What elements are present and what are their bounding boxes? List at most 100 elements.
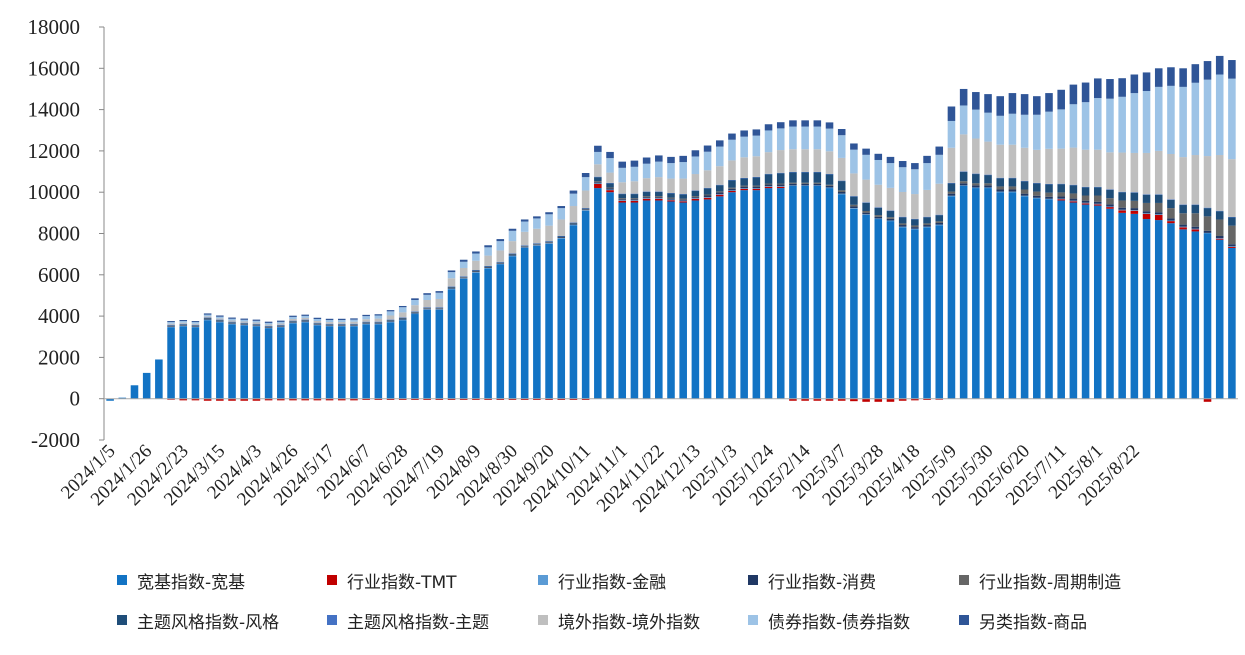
bar-segment [142,372,151,399]
bar-segment [837,135,846,158]
bar-segment [301,322,309,399]
bar-segment [862,179,870,203]
bar-segment [203,317,212,319]
bar-segment [179,324,188,326]
bar-segment [776,172,785,174]
bar-segment [1179,68,1187,87]
bar-segment [581,177,590,191]
bar-segment [569,206,578,223]
bar-segment [337,320,346,323]
bar-segment [862,398,870,402]
bar-segment [1215,155,1224,211]
bar-segment [484,265,492,267]
bar-segment [1154,214,1163,215]
bar-segment [1057,200,1065,399]
y-tick-label: 10000 [28,180,81,204]
bar-segment [825,174,834,175]
bar-segment [240,398,249,401]
x-tick-labels: 2024/1/52024/1/262024/2/232024/3/152024/… [57,440,1144,516]
bar-segment [398,319,407,321]
bar-segment [594,183,602,189]
bar-segment [325,323,334,325]
bar-segment [581,209,590,210]
bar-segment [1215,55,1224,75]
bar-segment [813,182,822,184]
bar-segment [435,308,444,310]
bar-segment [1203,79,1212,157]
bar-segment [350,324,358,326]
bar-segment [776,184,785,187]
bar-segment [264,325,273,327]
bar-segment [801,183,809,186]
bar-segment [1167,199,1175,200]
bar-segment [520,245,529,247]
bar-segment [1069,193,1078,199]
bar-segment [130,385,139,399]
bar-segment [167,398,175,400]
bar-segment [106,398,114,401]
bar-segment [642,196,651,198]
bar-segment [959,186,968,399]
bar-segment [691,156,700,175]
bar-segment [508,230,517,242]
bar-segment [557,237,566,238]
bar-segment [837,193,846,195]
bar-segment [289,320,297,322]
bar-segment [898,167,907,192]
bar-segment [715,146,724,167]
bar-segment [301,319,309,321]
bar-segment [398,317,407,319]
bar-segment [825,151,834,175]
bar-segment [1191,155,1200,205]
bar-segment [801,149,809,172]
bar-segment [374,321,383,323]
bar-segment [996,178,1005,187]
bar-segment [301,317,309,320]
bar-segment [1069,202,1078,399]
bar-segment [411,299,419,306]
bar-segment [1093,205,1102,399]
bar-segment [240,319,249,322]
bar-segment [1045,198,1053,200]
bar-segment [1167,220,1175,222]
bar-segment [752,135,761,157]
bar-segment [862,210,870,213]
bar-segment [289,315,297,317]
bar-segment [398,318,407,320]
bar-segment [728,188,736,191]
bar-segment [715,192,724,195]
bar-segment [313,398,322,401]
bar-segment [203,317,212,319]
bar-segment [947,120,956,148]
bar-segment [728,187,736,189]
bar-segment [996,144,1005,178]
bar-segment [862,214,870,215]
bar-segment [691,190,700,192]
bar-segment [703,145,712,152]
bar-segment [264,322,273,325]
bar-segment [618,198,627,200]
bar-segment [1106,79,1114,99]
bar-segment [1167,221,1175,224]
bar-segment [752,156,761,177]
bar-segment [898,217,907,224]
bar-segment [1130,200,1139,209]
bar-segment [1033,96,1041,115]
bar-segment [947,106,956,121]
bar-segment [1142,194,1151,203]
bar-segment [264,326,273,328]
bar-segment [459,259,468,262]
bar-segment [618,161,627,168]
bar-segment [715,140,724,147]
bar-segment [581,210,590,399]
y-tick-label: 8000 [38,222,80,246]
bar-segment [935,183,944,215]
bar-segment [508,256,517,399]
bar-segment [594,145,602,152]
bar-segment [594,164,602,177]
bar-segment [1167,85,1175,154]
bar-segment [874,219,883,399]
bar-segment [898,225,907,227]
bar-segment [1045,184,1053,193]
bar-segment [1106,204,1114,207]
